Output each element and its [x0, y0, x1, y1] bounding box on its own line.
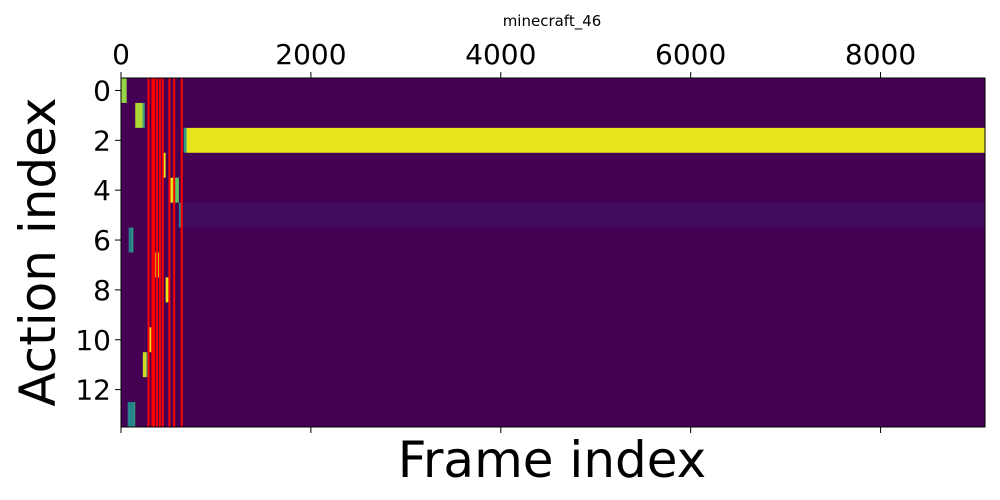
- x-tick-label: 0: [112, 38, 130, 71]
- heatmap-cell: [149, 327, 152, 353]
- heatmap-cell: [183, 127, 187, 153]
- heatmap-cell: [175, 177, 179, 203]
- x-axis-label: Frame index: [398, 431, 706, 489]
- x-tick-label: 8000: [845, 38, 916, 71]
- heatmap-cell: [127, 402, 134, 427]
- event-lines: [147, 78, 183, 427]
- y-tick-label: 10: [75, 324, 111, 357]
- x-tick-label: 2000: [275, 38, 346, 71]
- heatmap-cell: [142, 352, 147, 378]
- chart-title: minecraft_46: [503, 12, 602, 31]
- y-tick-label: 2: [93, 124, 111, 157]
- x-tick-label: 6000: [655, 38, 726, 71]
- heatmap-cell: [186, 127, 985, 153]
- y-tick-label: 6: [93, 224, 111, 257]
- plot-frame: [120, 77, 986, 428]
- heatmap-cell: [121, 78, 127, 103]
- y-tick-label: 12: [75, 374, 111, 407]
- heatmap-cell: [182, 202, 985, 228]
- x-tick-label: 4000: [465, 38, 536, 71]
- heatmap-cell: [142, 102, 145, 128]
- heatmap-cell: [135, 102, 143, 128]
- heatmap-cell: [162, 152, 166, 178]
- y-tick-label: 8: [93, 274, 111, 307]
- heatmap-cell: [133, 402, 136, 427]
- heatmap-cell: [128, 227, 132, 253]
- heatmap-cell: [131, 227, 134, 253]
- y-tick-label: 0: [93, 74, 111, 107]
- y-axis-label: Action index: [9, 97, 67, 406]
- heatmap-cell: [170, 177, 176, 203]
- y-tick-label: 4: [93, 174, 111, 207]
- heatmap-cell: [165, 277, 169, 303]
- x-axis-ticks: 0 2000 4000 6000 8000: [112, 38, 916, 433]
- heatmap-cell: [146, 352, 149, 378]
- y-axis-ticks: 0 2 4 6 8 10 12: [75, 74, 121, 407]
